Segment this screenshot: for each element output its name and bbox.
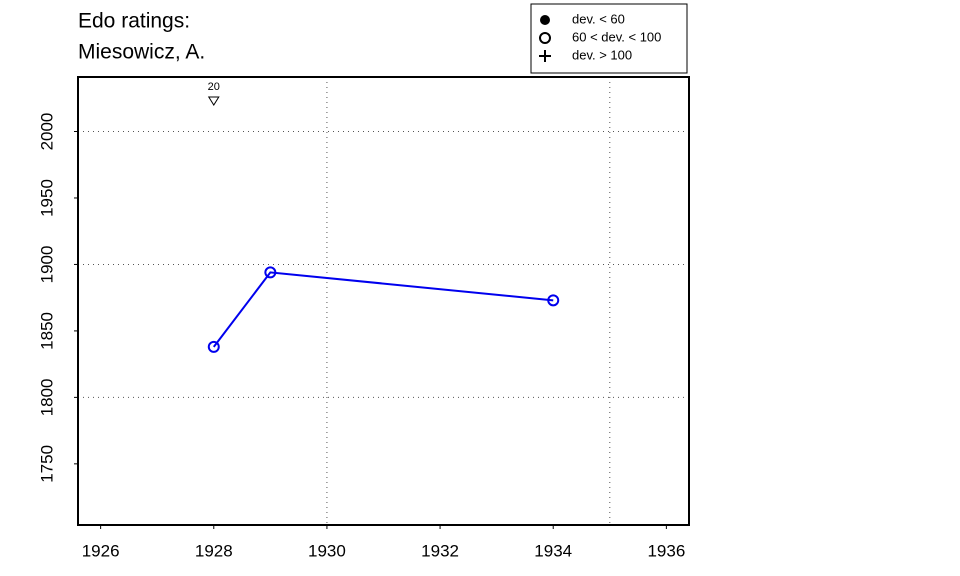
point — [547, 294, 560, 307]
legend-label: dev. > 100 — [572, 47, 632, 62]
y-tick-label: 1950 — [37, 179, 56, 217]
y-tick-label: 1900 — [37, 246, 56, 284]
legend-marker — [540, 15, 550, 25]
x-tick-label: 1928 — [195, 541, 233, 560]
x-tick-label: 1930 — [308, 541, 346, 560]
chart-title: Edo ratings: — [78, 10, 190, 33]
legend-box — [530, 3, 688, 74]
legend-marker — [539, 50, 551, 62]
legend-label: 60 < dev. < 100 — [572, 29, 661, 44]
y-tick-label: 2000 — [37, 113, 56, 151]
off-scale-marker — [207, 96, 220, 106]
point — [264, 266, 277, 279]
y-tick-label: 1800 — [37, 378, 56, 416]
y-tick-label: 1750 — [37, 445, 56, 483]
x-tick-label: 1936 — [647, 541, 685, 560]
x-tick-label: 1932 — [421, 541, 459, 560]
x-tick-label: 1934 — [534, 541, 572, 560]
y-tick-label: 1850 — [37, 312, 56, 350]
point — [207, 340, 220, 353]
line — [212, 271, 554, 348]
chart-title: Miesowicz, A. — [78, 41, 205, 64]
annotation-label: 20 — [208, 81, 220, 93]
legend-label: dev. < 60 — [572, 11, 625, 26]
x-tick-label: 1926 — [82, 541, 120, 560]
plot-frame — [77, 76, 690, 526]
legend-marker — [539, 32, 551, 44]
